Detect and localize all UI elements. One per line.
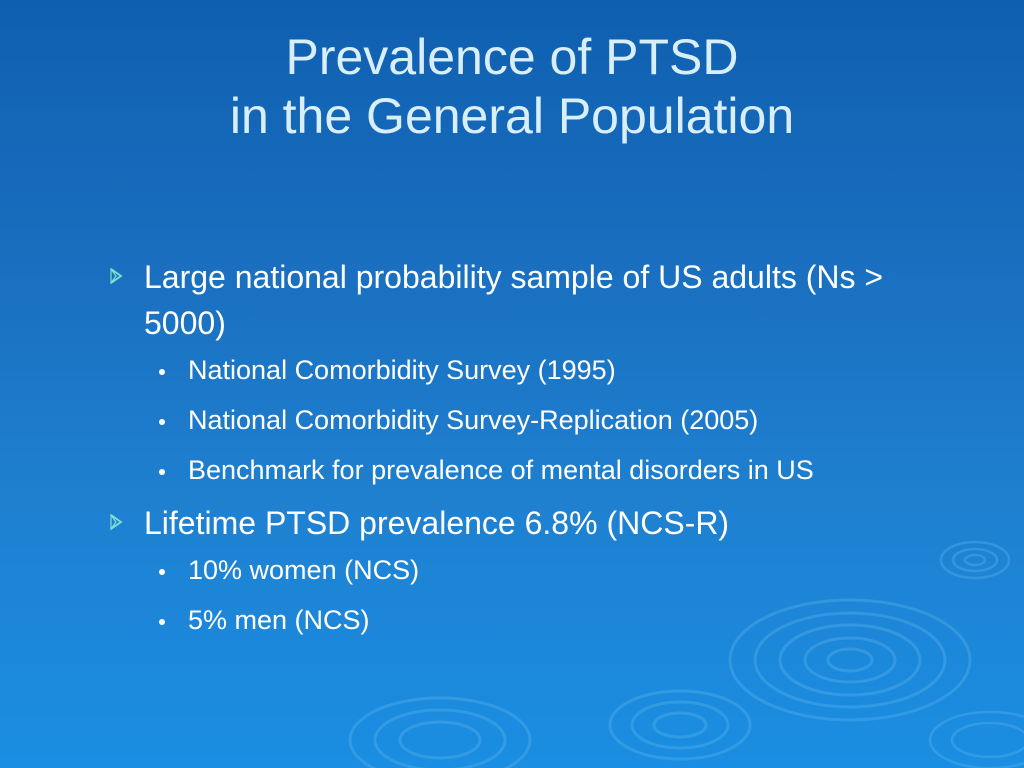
bullet-level2-text: National Comorbidity Survey (1995)	[188, 355, 616, 385]
slide-title: Prevalence of PTSD in the General Popula…	[0, 28, 1024, 146]
bullet-level2-text: 5% men (NCS)	[188, 605, 370, 635]
bullet-level1-text: Lifetime PTSD prevalence 6.8% (NCS-R)	[144, 505, 730, 541]
bullet-level2: 5% men (NCS)	[108, 600, 938, 640]
dot-icon	[159, 569, 165, 575]
bullet-level2-text: 10% women (NCS)	[188, 555, 420, 585]
bullet-level1: Lifetime PTSD prevalence 6.8% (NCS-R)	[108, 500, 938, 546]
bullet-level2-text: National Comorbidity Survey-Replication …	[188, 405, 759, 435]
bullet-level2: 10% women (NCS)	[108, 550, 938, 590]
bullet-level2: National Comorbidity Survey (1995)	[108, 350, 938, 390]
bullet-level1: Large national probability sample of US …	[108, 254, 938, 346]
slide-title-line-1: Prevalence of PTSD	[285, 29, 739, 85]
bullet-level2-text: Benchmark for prevalence of mental disor…	[188, 455, 814, 485]
slide-body: Large national probability sample of US …	[108, 254, 938, 650]
dot-icon	[159, 619, 165, 625]
chevron-right-icon	[110, 514, 123, 530]
dot-icon	[159, 469, 165, 475]
bullet-level1-text: Large national probability sample of US …	[144, 259, 884, 341]
bullet-level2: National Comorbidity Survey-Replication …	[108, 400, 938, 440]
dot-icon	[159, 419, 165, 425]
bullet-level2: Benchmark for prevalence of mental disor…	[108, 450, 938, 490]
dot-icon	[159, 369, 165, 375]
slide-title-line-2: in the General Population	[229, 88, 795, 144]
chevron-right-icon	[110, 268, 123, 284]
